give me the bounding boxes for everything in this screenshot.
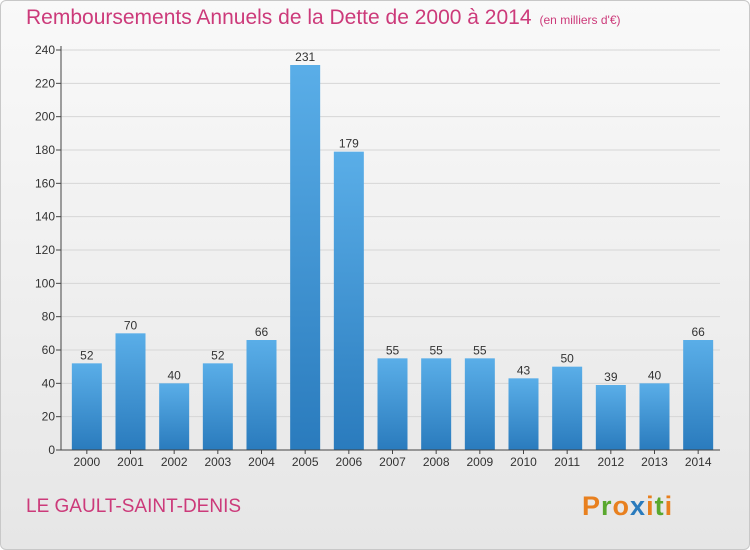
data-label-2004: 66	[255, 325, 269, 339]
x-tick-label-2010: 2010	[510, 455, 537, 469]
bar-2007	[377, 358, 408, 450]
y-tick-label: 60	[42, 343, 56, 357]
data-label-2010: 43	[517, 363, 531, 377]
data-label-2009: 55	[473, 343, 487, 357]
x-tick-label-2000: 2000	[73, 455, 100, 469]
proxiti-logo: Proxiti	[582, 491, 674, 521]
x-tick-label-2014: 2014	[685, 455, 712, 469]
axes: 0 20 40 60 80 100 120 140 160 180 200 220 240 2000 200…	[35, 43, 720, 469]
bar-2000	[71, 363, 102, 450]
bar-2003	[202, 363, 233, 450]
bar-2012	[595, 385, 626, 450]
x-tick-label-2013: 2013	[641, 455, 668, 469]
data-label-2005: 231	[295, 50, 315, 64]
data-label-2008: 55	[429, 343, 443, 357]
data-label-2012: 39	[604, 370, 618, 384]
data-label-2007: 55	[386, 343, 400, 357]
x-tick-label-2012: 2012	[597, 455, 624, 469]
bar-2008	[421, 358, 452, 450]
y-tick-label: 160	[35, 176, 55, 190]
bar-2010	[508, 378, 539, 450]
bar-2002	[159, 383, 190, 450]
x-tick-label-2006: 2006	[335, 455, 362, 469]
data-label-2014: 66	[691, 325, 705, 339]
chart-subtitle: (en milliers d'€)	[539, 13, 621, 27]
data-label-2002: 40	[167, 368, 181, 382]
y-tick-label: 100	[35, 276, 55, 290]
data-label-2001: 70	[124, 318, 138, 332]
chart-title: Remboursements Annuels de la Dette de 20…	[26, 6, 621, 30]
bar-2014	[683, 340, 714, 450]
y-tick-label: 200	[35, 110, 55, 124]
bar-2009	[464, 358, 495, 450]
city-name: LE GAULT-SAINT-DENIS	[26, 496, 242, 517]
bar-2006	[333, 151, 364, 450]
data-label-2003: 52	[211, 348, 225, 362]
y-tick-label: 0	[48, 443, 55, 457]
y-tick-label: 180	[35, 143, 55, 157]
x-tick-label-2002: 2002	[161, 455, 188, 469]
x-tick-label-2011: 2011	[554, 455, 580, 469]
y-tick-label: 20	[42, 410, 56, 424]
data-label-2000: 52	[80, 348, 94, 362]
bar-2004	[246, 340, 277, 450]
data-label-2006: 179	[339, 137, 359, 151]
gridlines	[61, 49, 720, 418]
y-tick-label: 220	[35, 76, 55, 90]
x-tick-label-2004: 2004	[248, 455, 275, 469]
x-tick-label-2003: 2003	[204, 455, 231, 469]
data-label-2013: 40	[648, 368, 662, 382]
chart-title-text: Remboursements Annuels de la Dette de 20…	[26, 6, 532, 29]
y-tick-label: 240	[35, 43, 55, 57]
x-tick-label-2001: 2001	[117, 455, 144, 469]
y-tick-label: 120	[35, 243, 55, 257]
bar-2001	[115, 333, 146, 450]
y-tick-label: 140	[35, 210, 55, 224]
y-tick-label: 80	[42, 310, 56, 324]
bar-2011	[552, 366, 583, 450]
x-tick-label-2007: 2007	[379, 455, 406, 469]
x-tick-label-2009: 2009	[466, 455, 493, 469]
x-tick-label-2008: 2008	[423, 455, 450, 469]
y-tick-label: 40	[42, 376, 56, 390]
bar-2013	[639, 383, 670, 450]
bar-2005	[290, 65, 321, 450]
x-tick-label-2005: 2005	[292, 455, 319, 469]
bars: 52 70 40 52 66 231 179 55 55 55 43 50 39 40 66	[71, 50, 714, 450]
data-label-2011: 50	[560, 352, 574, 366]
